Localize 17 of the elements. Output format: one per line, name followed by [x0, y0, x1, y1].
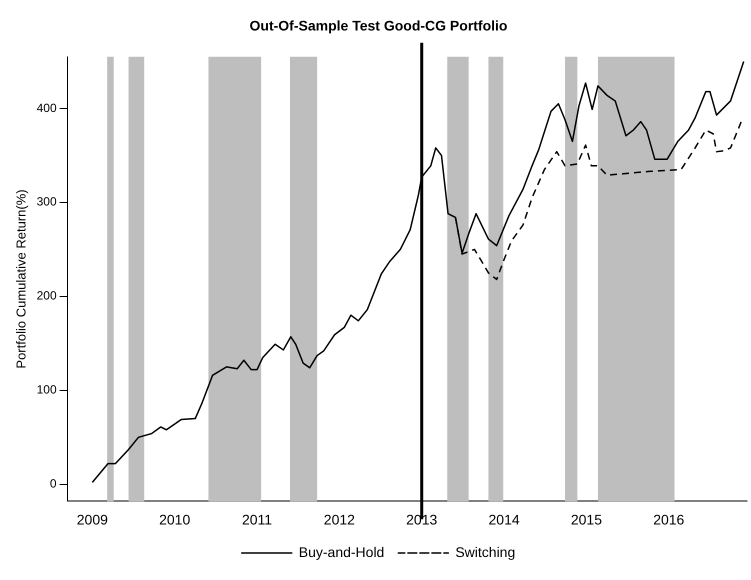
x-tick-label: 2016: [653, 511, 685, 528]
y-tick-label: 0: [50, 476, 57, 491]
x-tick-label: 2010: [159, 511, 190, 528]
x-tick-label: 2012: [324, 511, 356, 528]
x-tick-label: 2014: [488, 511, 520, 528]
x-tick-label: 2013: [406, 511, 438, 528]
y-tick-label: 200: [36, 288, 57, 303]
legend-label: Buy-and-Hold: [298, 544, 384, 560]
legend-label: Switching: [455, 544, 516, 560]
y-axis-title: Portfolio Cumulative Return(%): [13, 189, 28, 369]
y-tick-label: 300: [36, 194, 57, 209]
y-tick-label: 400: [36, 100, 57, 115]
y-tick-label: 100: [36, 382, 57, 397]
chart-title: Out-Of-Sample Test Good-CG Portfolio: [250, 17, 508, 34]
x-tick-label: 2015: [570, 511, 602, 528]
x-tick-label: 2011: [242, 511, 272, 528]
x-tick-label: 2009: [76, 511, 108, 528]
